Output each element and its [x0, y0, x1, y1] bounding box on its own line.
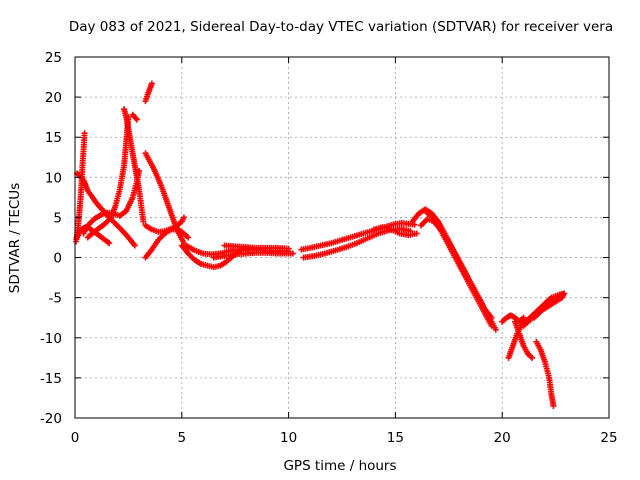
x-tick-label: 0	[71, 430, 80, 446]
series-arc-21	[424, 210, 495, 321]
data-point	[289, 250, 296, 257]
x-tick-label: 20	[494, 430, 511, 446]
plot-frame	[74, 56, 610, 419]
series-arc-11	[142, 214, 187, 235]
series-arc-4	[80, 167, 143, 237]
y-tick-label: 0	[53, 251, 62, 267]
y-tick-labels: -20 -15 -10 -5 0 5 10 15 20 25	[40, 50, 62, 427]
y-tick-label: 15	[45, 130, 62, 146]
series-arc-7	[129, 111, 140, 123]
y-tick-label: -5	[49, 291, 62, 307]
axis-ticks	[74, 56, 610, 419]
data-point	[550, 402, 557, 409]
y-axis-label: SDTVAR / TECUs	[7, 183, 23, 293]
data-point	[529, 354, 536, 361]
data-point	[81, 130, 88, 137]
y-tick-label: 20	[45, 90, 62, 106]
series-arc-26	[531, 290, 568, 321]
data-marks	[73, 80, 568, 409]
data-point	[140, 218, 147, 225]
y-tick-label: 25	[45, 50, 62, 66]
data-point	[492, 326, 499, 333]
x-tick-label: 25	[600, 430, 617, 446]
data-point	[148, 80, 155, 87]
series-arc-8	[142, 80, 155, 105]
series-arc-24	[512, 318, 536, 361]
y-tick-label: -20	[40, 411, 62, 427]
x-tick-label: 15	[387, 430, 404, 446]
x-tick-label: 5	[178, 430, 187, 446]
series-arc-15	[221, 242, 292, 252]
data-point	[488, 322, 495, 329]
data-point	[180, 214, 187, 221]
data-point	[185, 234, 192, 241]
series-arc-22	[499, 312, 527, 325]
data-point	[105, 239, 112, 246]
series-arc-20	[418, 216, 495, 329]
data-point	[488, 314, 495, 321]
x-tick-label: 10	[280, 430, 297, 446]
chart-title: Day 083 of 2021, Sidereal Day-to-day VTE…	[69, 19, 613, 35]
data-point	[133, 116, 140, 123]
data-point	[106, 240, 113, 247]
series-arc-18	[371, 224, 420, 239]
series-arc-2	[73, 130, 88, 245]
series-arc-6	[121, 106, 147, 225]
data-point	[285, 245, 292, 252]
series-arc-27	[533, 338, 557, 409]
data-point	[561, 290, 568, 297]
y-tick-label: 10	[45, 170, 62, 186]
y-tick-label: -15	[40, 371, 62, 387]
y-tick-label: 5	[53, 210, 62, 226]
data-point	[520, 314, 527, 321]
x-axis-label: GPS time / hours	[283, 458, 396, 474]
data-point	[413, 230, 420, 237]
x-tick-labels: 0 5 10 15 20 25	[71, 430, 618, 446]
data-point	[411, 221, 418, 228]
data-point	[131, 242, 138, 249]
y-tick-label: -10	[40, 331, 62, 347]
